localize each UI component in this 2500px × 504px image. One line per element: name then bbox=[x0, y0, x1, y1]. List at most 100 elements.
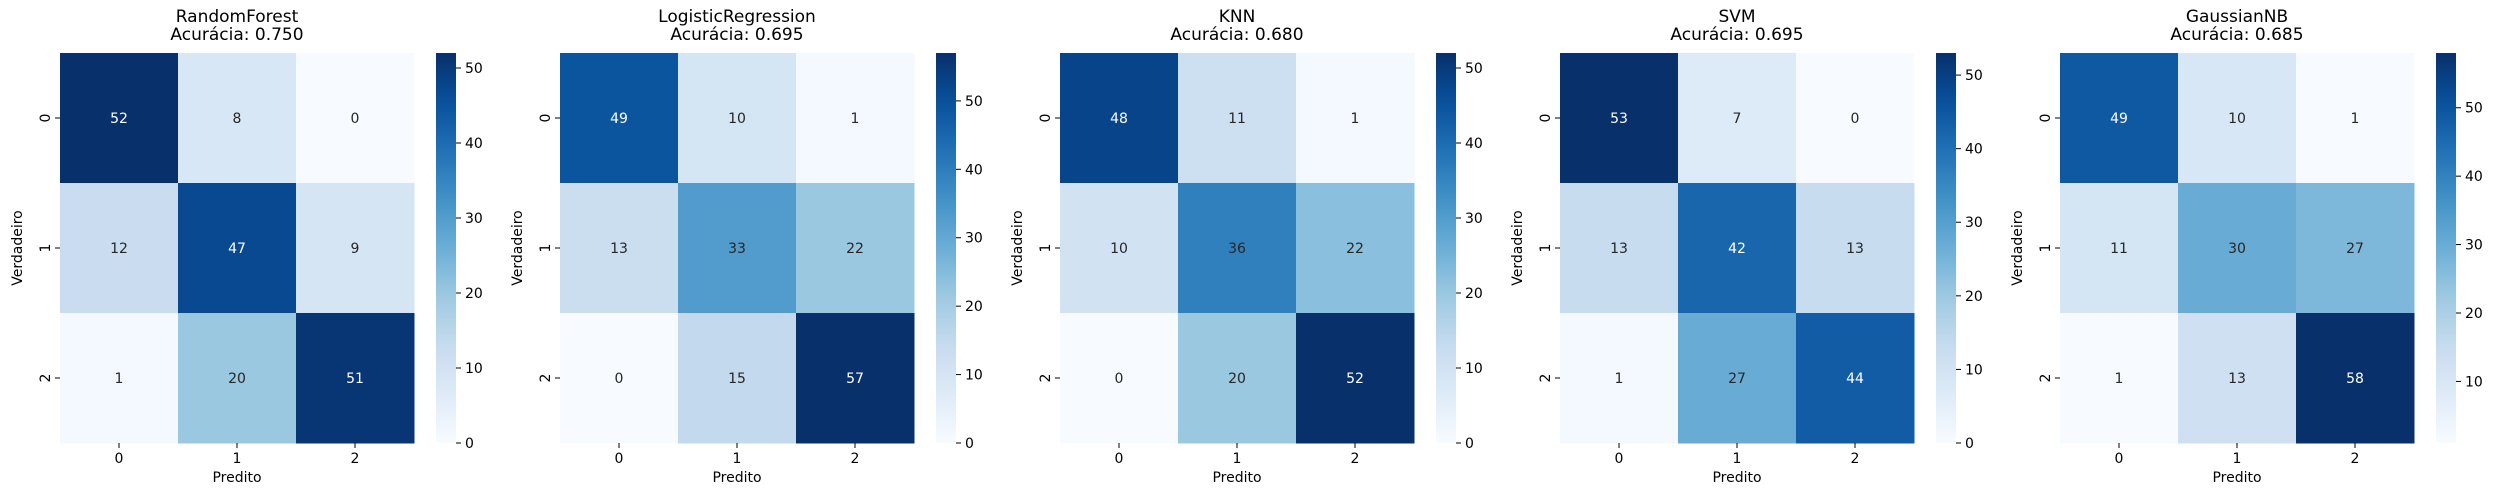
y-axis-label: Verdadeiro bbox=[2010, 210, 2026, 285]
colorbar bbox=[1436, 53, 1456, 443]
heatmap-cell bbox=[1296, 313, 1415, 444]
chart-subtitle: Acurácia: 0.685 bbox=[2170, 25, 2303, 45]
heatmap-cell bbox=[678, 183, 797, 314]
colorbar bbox=[936, 53, 956, 443]
colorbar-tick-label: 0 bbox=[1965, 436, 1974, 452]
heatmap-cell bbox=[2178, 53, 2297, 184]
heatmap-cell bbox=[296, 313, 415, 444]
cell-value-label: 27 bbox=[1728, 371, 1746, 387]
heatmap-cell bbox=[2060, 313, 2179, 444]
y-tick-label: 2 bbox=[38, 374, 54, 383]
cell-value-label: 1 bbox=[851, 111, 860, 127]
y-tick-label: 2 bbox=[1538, 374, 1554, 383]
chart-title: GaussianNB bbox=[2186, 7, 2288, 27]
x-tick-label: 0 bbox=[1615, 451, 1624, 467]
cell-value-label: 33 bbox=[728, 241, 746, 257]
heatmap-cell bbox=[1060, 313, 1179, 444]
cell-value-label: 22 bbox=[846, 241, 864, 257]
x-tick-label: 2 bbox=[2351, 451, 2360, 467]
heatmap-cell bbox=[1678, 53, 1797, 184]
colorbar-tick-label: 50 bbox=[1465, 61, 1483, 77]
x-tick-label: 1 bbox=[2233, 451, 2242, 467]
heatmap-cell bbox=[1178, 313, 1297, 444]
x-tick-label: 0 bbox=[1115, 451, 1124, 467]
x-tick-label: 1 bbox=[1233, 451, 1242, 467]
cell-value-label: 15 bbox=[728, 371, 746, 387]
colorbar bbox=[2436, 53, 2456, 443]
y-tick-label: 0 bbox=[1538, 114, 1554, 123]
y-axis-label: Verdadeiro bbox=[1510, 210, 1526, 285]
x-axis-label: Predito bbox=[1212, 470, 1261, 486]
colorbar-tick-label: 10 bbox=[465, 361, 483, 377]
colorbar-tick-label: 40 bbox=[1465, 136, 1483, 152]
colorbar-tick-label: 40 bbox=[965, 162, 983, 178]
heatmap-cell bbox=[560, 53, 679, 184]
colorbar-tick-label: 30 bbox=[465, 211, 483, 227]
x-tick-label: 1 bbox=[1733, 451, 1742, 467]
x-tick-label: 0 bbox=[615, 451, 624, 467]
colorbar-tick-label: 10 bbox=[1965, 362, 1983, 378]
colorbar-tick-label: 20 bbox=[2465, 306, 2483, 322]
colorbar-tick-label: 0 bbox=[1465, 436, 1474, 452]
cell-value-label: 13 bbox=[1610, 241, 1628, 257]
colorbar-tick-label: 40 bbox=[2465, 169, 2483, 185]
heatmap-cell bbox=[1560, 53, 1679, 184]
cell-value-label: 1 bbox=[1615, 371, 1624, 387]
heatmap-cell bbox=[1296, 183, 1415, 314]
heatmap-cell bbox=[296, 183, 415, 314]
heatmap-cell bbox=[1060, 53, 1179, 184]
y-axis-label: Verdadeiro bbox=[510, 210, 526, 285]
heatmap-cell bbox=[1178, 53, 1297, 184]
cell-value-label: 11 bbox=[1228, 111, 1246, 127]
chart-title: SVM bbox=[1718, 7, 1755, 27]
heatmap-cell bbox=[2296, 53, 2415, 184]
heatmap-cell bbox=[2296, 313, 2415, 444]
heatmap-cell bbox=[60, 183, 179, 314]
cell-value-label: 27 bbox=[2346, 241, 2364, 257]
cell-value-label: 30 bbox=[2228, 241, 2246, 257]
cell-value-label: 10 bbox=[1110, 241, 1128, 257]
cell-value-label: 10 bbox=[728, 111, 746, 127]
cell-value-label: 10 bbox=[2228, 111, 2246, 127]
cell-value-label: 1 bbox=[1351, 111, 1360, 127]
x-tick-label: 1 bbox=[733, 451, 742, 467]
heatmap-cell bbox=[678, 313, 797, 444]
x-tick-label: 2 bbox=[351, 451, 360, 467]
cell-value-label: 36 bbox=[1228, 241, 1246, 257]
y-tick-label: 1 bbox=[38, 244, 54, 253]
cell-value-label: 8 bbox=[233, 111, 242, 127]
cell-value-label: 47 bbox=[228, 241, 246, 257]
cell-value-label: 11 bbox=[2110, 241, 2128, 257]
heatmap-cell bbox=[1060, 183, 1179, 314]
cell-value-label: 7 bbox=[1733, 111, 1742, 127]
heatmap-cell bbox=[1296, 53, 1415, 184]
x-axis-label: Predito bbox=[2212, 470, 2261, 486]
chart-title: LogisticRegression bbox=[658, 7, 816, 27]
y-tick-label: 1 bbox=[538, 244, 554, 253]
x-tick-label: 2 bbox=[1851, 451, 1860, 467]
x-axis-label: Predito bbox=[212, 470, 261, 486]
colorbar-tick-label: 30 bbox=[2465, 238, 2483, 254]
colorbar-tick-label: 40 bbox=[465, 136, 483, 152]
cell-value-label: 20 bbox=[1228, 371, 1246, 387]
y-tick-label: 0 bbox=[2038, 114, 2054, 123]
chart-subtitle: Acurácia: 0.750 bbox=[170, 25, 303, 45]
cell-value-label: 0 bbox=[1115, 371, 1124, 387]
y-tick-label: 0 bbox=[1038, 114, 1054, 123]
colorbar bbox=[436, 53, 456, 443]
cell-value-label: 49 bbox=[2110, 111, 2128, 127]
heatmap-cell bbox=[178, 313, 297, 444]
colorbar-tick-label: 50 bbox=[1965, 68, 1983, 84]
cell-value-label: 58 bbox=[2346, 371, 2364, 387]
heatmap-cell bbox=[2060, 53, 2179, 184]
colorbar-tick-label: 20 bbox=[1965, 289, 1983, 305]
x-tick-label: 0 bbox=[115, 451, 124, 467]
cell-value-label: 49 bbox=[610, 111, 628, 127]
heatmap-cell bbox=[796, 313, 915, 444]
cell-value-label: 0 bbox=[1851, 111, 1860, 127]
